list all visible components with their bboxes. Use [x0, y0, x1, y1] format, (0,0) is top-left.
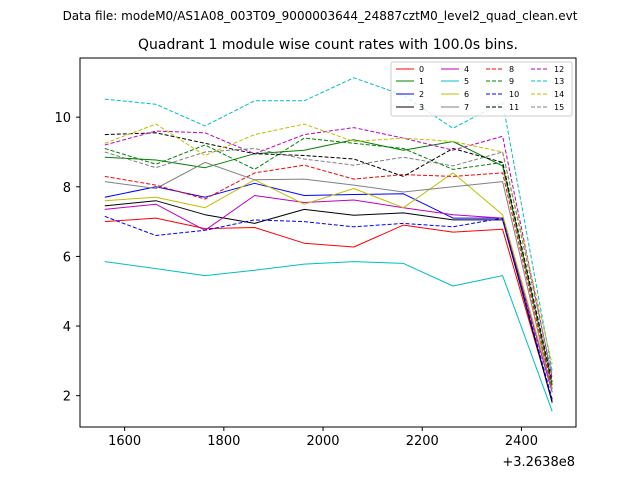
- series-15-line: [104, 148, 553, 375]
- series-12-line: [104, 127, 553, 379]
- legend-label-1: 1: [419, 77, 424, 86]
- y-tick-label: 8: [63, 181, 71, 196]
- legend-label-9: 9: [509, 77, 514, 86]
- legend-label-0: 0: [419, 65, 424, 74]
- legend-label-11: 11: [509, 103, 519, 112]
- plot-frame: [79, 57, 577, 428]
- legend-label-14: 14: [554, 90, 564, 99]
- y-tick-label: 6: [63, 250, 71, 265]
- x-tick-label: 2000: [306, 434, 339, 449]
- series-layer: [104, 77, 553, 412]
- x-axis: 1600 1800 2000 2200 2400: [108, 427, 538, 449]
- series-14-line: [104, 123, 553, 365]
- legend-label-13: 13: [554, 77, 564, 86]
- series-11-line: [104, 132, 553, 382]
- legend-label-10: 10: [509, 90, 519, 99]
- x-tick-label: 2200: [406, 434, 439, 449]
- data-file-label: Data file: modeM0/AS1A08_003T09_90000036…: [63, 9, 578, 23]
- legend-label-6: 6: [464, 90, 469, 99]
- series-10-line: [104, 215, 553, 400]
- y-axis: 2 4 6 8 10: [54, 111, 80, 405]
- x-offset-label: +3.2638e8: [502, 455, 575, 470]
- series-3-line: [104, 200, 553, 403]
- legend-label-3: 3: [419, 103, 424, 112]
- y-tick-label: 4: [63, 320, 71, 335]
- chart-title: Quadrant 1 module wise count rates with …: [138, 37, 518, 53]
- series-1-line: [104, 139, 553, 386]
- y-tick-label: 10: [54, 111, 71, 126]
- legend-label-8: 8: [509, 65, 514, 74]
- series-6-line: [104, 172, 553, 389]
- legend-label-7: 7: [464, 103, 469, 112]
- series-9-line: [104, 137, 553, 386]
- series-2-line: [104, 182, 553, 403]
- x-tick-label: 1600: [108, 434, 141, 449]
- y-tick-label: 2: [63, 390, 71, 405]
- series-0-line: [104, 217, 553, 402]
- legend-box: [390, 61, 573, 117]
- series-7-line: [104, 161, 553, 393]
- legend-label-4: 4: [464, 65, 469, 74]
- series-4-line: [104, 195, 553, 393]
- series-5-line: [104, 261, 553, 412]
- legend-label-12: 12: [554, 65, 564, 74]
- legend-label-5: 5: [464, 77, 469, 86]
- legend-label-15: 15: [554, 103, 564, 112]
- x-tick-label: 1800: [207, 434, 240, 449]
- legend-label-2: 2: [419, 90, 424, 99]
- x-tick-label: 2400: [505, 434, 538, 449]
- series-8-line: [104, 164, 553, 389]
